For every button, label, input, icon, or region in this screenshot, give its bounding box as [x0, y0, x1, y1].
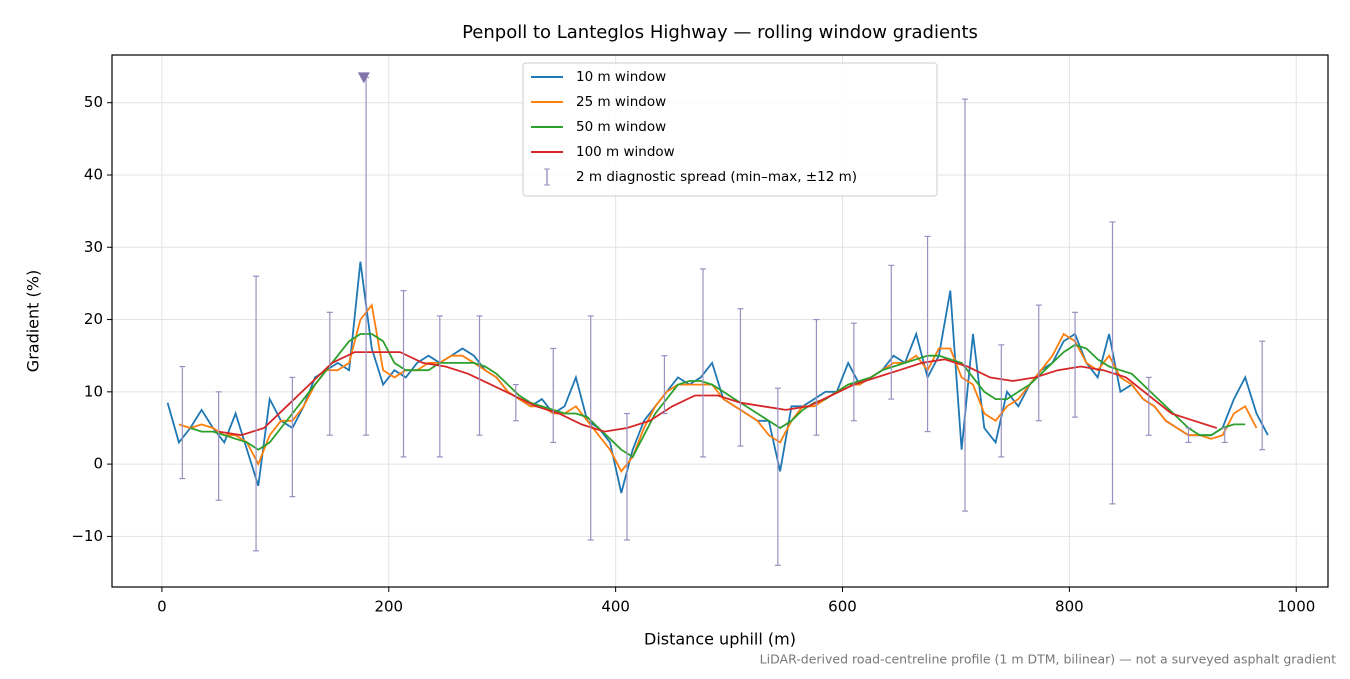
- error-bar: [1221, 427, 1228, 444]
- error-bar: [888, 264, 895, 400]
- error-bar: [587, 315, 594, 541]
- legend: 10 m window 25 m window 50 m window 100 m w…: [522, 62, 938, 197]
- error-bar: [924, 235, 931, 433]
- series-line: [218, 351, 1218, 437]
- error-bar: [1145, 376, 1152, 436]
- x-tick-label: 200: [374, 598, 403, 616]
- legend-label: 10 m window: [576, 69, 666, 85]
- error-bar: [813, 318, 820, 436]
- error-bar: [289, 376, 296, 498]
- error-bar: [661, 355, 668, 415]
- error-bar: [1072, 311, 1079, 418]
- error-bar: [623, 412, 630, 541]
- error-bar: [436, 315, 443, 458]
- x-tick-label: 0: [157, 598, 167, 616]
- error-bar: [737, 308, 744, 447]
- error-bar: [774, 387, 781, 566]
- y-tick-label: 50: [84, 93, 103, 111]
- y-tick-label: 30: [84, 238, 103, 256]
- error-bar: [512, 384, 519, 422]
- x-tick-label: 400: [601, 598, 630, 616]
- error-bar: [253, 275, 260, 552]
- plot-frame: [111, 54, 1329, 588]
- y-tick-label: 20: [84, 310, 103, 328]
- y-tick-label: −10: [71, 527, 103, 545]
- error-bar: [962, 98, 969, 512]
- footnote: LiDAR-derived road-centreline profile (1…: [760, 652, 1336, 667]
- error-bar: [363, 76, 370, 436]
- legend-label: 25 m window: [576, 94, 666, 110]
- error-bar: [179, 365, 186, 480]
- error-bar: [1109, 221, 1116, 505]
- legend-box: [522, 62, 938, 197]
- error-bar: [326, 311, 333, 436]
- legend-label: 50 m window: [576, 119, 666, 135]
- series-line: [166, 261, 1269, 494]
- error-bar: [998, 344, 1005, 458]
- error-bar: [550, 347, 557, 444]
- chart-title: Penpoll to Lanteglos Highway — rolling w…: [462, 22, 978, 43]
- x-tick-label: 600: [828, 598, 857, 616]
- legend-label: 100 m window: [576, 144, 675, 160]
- y-tick-label: 40: [84, 165, 103, 183]
- error-bar: [476, 315, 483, 436]
- x-tick-label: 1000: [1277, 598, 1315, 616]
- x-axis-label: Distance uphill (m): [644, 630, 796, 649]
- error-bar: [1035, 304, 1042, 422]
- error-bar: [1259, 340, 1266, 451]
- error-bar: [699, 268, 706, 458]
- x-tick-label: 800: [1055, 598, 1084, 616]
- error-bar: [215, 391, 222, 501]
- y-tick-label: 10: [84, 382, 103, 400]
- error-bar: [850, 322, 857, 422]
- y-tick-label: 0: [93, 455, 103, 473]
- error-bar: [1185, 427, 1192, 444]
- y-axis-label: Gradient (%): [24, 270, 43, 372]
- peak-marker: [357, 72, 370, 84]
- legend-label: 2 m diagnostic spread (min–max, ±12 m): [576, 169, 857, 185]
- error-bar: [400, 290, 407, 458]
